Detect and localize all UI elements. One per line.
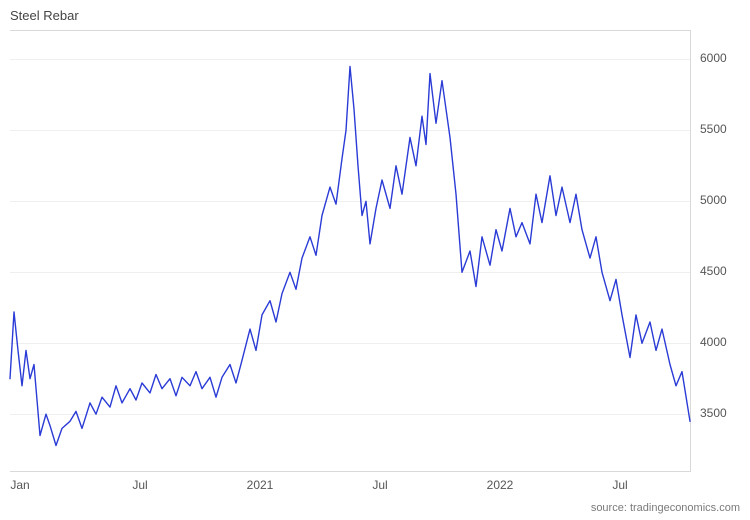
price-chart: Steel Rebar source: tradingeconomics.com… — [0, 0, 750, 520]
chart-title: Steel Rebar — [10, 8, 79, 23]
x-axis-label: Jan — [10, 478, 29, 492]
y-axis-label: 5500 — [700, 122, 727, 136]
y-axis-label: 4500 — [700, 264, 727, 278]
plot-area — [10, 30, 691, 472]
x-axis-label: Jul — [612, 478, 627, 492]
y-axis-label: 3500 — [700, 406, 727, 420]
price-line — [10, 31, 690, 471]
source-label: source: tradingeconomics.com — [591, 502, 740, 514]
x-axis-label: 2021 — [247, 478, 274, 492]
x-axis-label: Jul — [132, 478, 147, 492]
x-axis-label: Jul — [372, 478, 387, 492]
y-axis-label: 4000 — [700, 335, 727, 349]
x-axis-label: 2022 — [487, 478, 514, 492]
y-axis-label: 6000 — [700, 51, 727, 65]
y-axis-label: 5000 — [700, 193, 727, 207]
